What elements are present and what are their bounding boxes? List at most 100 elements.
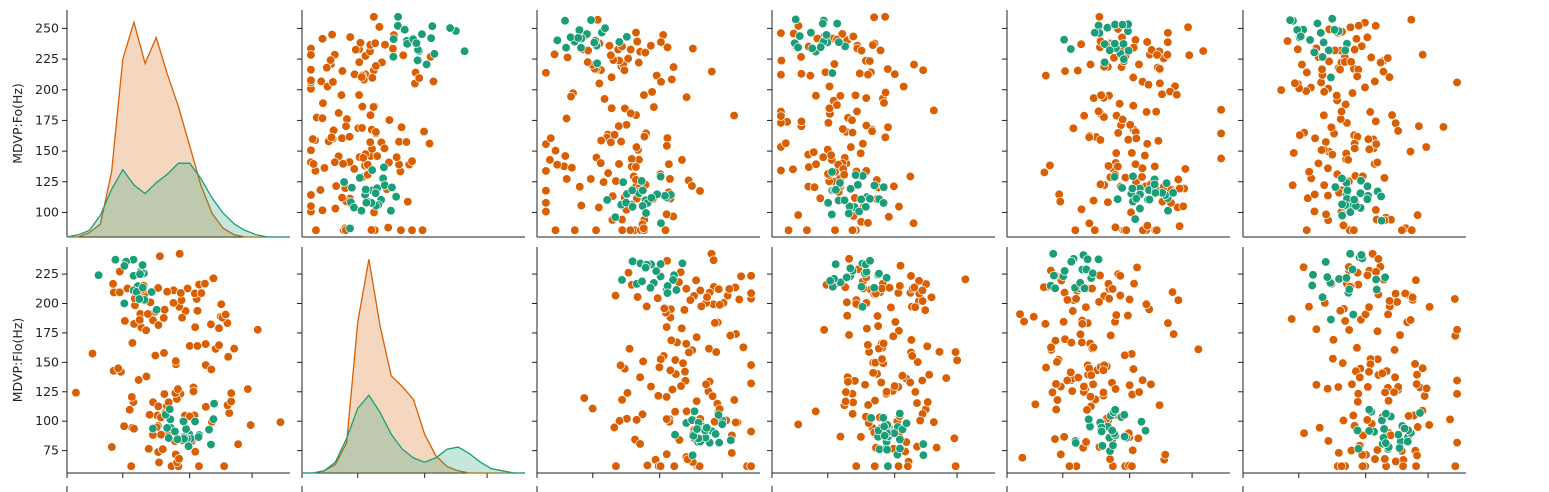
scatter-point [1134,387,1144,397]
scatter-point [1363,134,1374,144]
scatter-point [387,182,397,193]
scatter-point [1168,329,1179,339]
scatter-point [631,142,642,152]
scatter-point [1289,148,1299,158]
scatter-point [407,225,417,235]
scatter-point [368,102,379,112]
scatter-point [1366,52,1376,63]
scatter-point [1066,337,1077,348]
scatter-point [1058,317,1069,327]
scatter-point [1059,432,1069,442]
scatter-point [618,177,628,187]
scatter-point [606,72,617,82]
scatter-point [838,124,848,134]
scatter-point [306,201,316,211]
scatter-point [141,371,152,382]
scatter-point [347,183,357,193]
kde-area-b [67,22,290,238]
scatter-point [878,338,889,349]
scatter-point [367,165,377,175]
scatter-point [788,164,798,175]
scatter-point [1163,318,1173,328]
y-tick-label: 125 [35,174,59,189]
scatter-point [355,173,365,183]
scatter-point [589,37,599,48]
scatter-point [895,261,906,271]
scatter-point [214,323,224,333]
scatter-point [1304,167,1314,177]
scatter-point [845,184,856,194]
scatter-point [159,305,170,315]
scatter-point [1326,72,1336,83]
scatter-point [869,12,879,22]
scatter-point [1133,433,1143,444]
scatter-point [1180,164,1191,174]
scatter-point [949,433,960,443]
scatter-point [351,45,361,55]
scatter-point [1362,415,1372,425]
scatter-point [419,126,429,137]
scatter-point [153,283,163,293]
scatter-point [319,163,330,173]
scatter-point [638,356,648,367]
scatter-point [711,429,721,439]
scatter-point [1077,319,1087,329]
scatter-point [153,401,163,411]
scatter-point [1071,294,1081,304]
scatter-point [917,375,927,386]
scatter-point [201,339,211,349]
scatter-point [922,341,932,351]
scatter-point [850,90,861,100]
scatter-point [917,285,928,296]
scatter-point [401,137,412,147]
scatter-point [731,417,741,428]
scatter-point [688,43,698,54]
scatter-point [918,439,928,449]
scatter-point [541,186,551,196]
scatter-point [372,151,382,161]
scatter-point [661,209,672,219]
scatter-point [1335,64,1345,75]
scatter-point [1120,350,1130,360]
scatter-point [652,70,662,81]
scatter-point [1347,379,1357,389]
scatter-point [1304,302,1314,312]
scatter-point [724,284,734,294]
scatter-point [889,181,899,192]
scatter-point [746,378,756,389]
scatter-point [863,340,873,350]
scatter-point [662,449,672,459]
scatter-point [1372,284,1382,295]
scatter-point [162,423,172,433]
scatter-point [1324,45,1334,55]
scatter-point [856,432,866,442]
scatter-point [855,68,865,79]
scatter-point [894,326,904,336]
scatter-point [308,159,319,169]
scatter-point [907,351,917,361]
scatter-point [1108,440,1118,451]
scatter-point [1378,66,1389,77]
scatter-point [1154,400,1165,410]
scatter-point [1112,194,1123,204]
scatter-point [1345,22,1356,32]
scatter-point [396,225,406,235]
scatter-point [306,50,316,60]
y-axis-label: MDVP:Fo(Hz) [10,83,25,164]
scatter-point [1155,64,1165,74]
scatter-point [561,113,572,124]
scatter-point [119,421,129,431]
scatter-point [1084,132,1094,142]
scatter-point [854,206,864,217]
scatter-point [811,91,821,101]
scatter-point [912,398,922,408]
scatter-point [127,338,138,348]
scatter-point [796,69,807,79]
scatter-point [1317,64,1327,74]
scatter-point [941,373,951,383]
scatter-point [906,335,917,345]
scatter-point [575,182,585,192]
scatter-point [1362,32,1373,43]
scatter-point [1329,25,1340,35]
scatter-point [1298,262,1309,272]
